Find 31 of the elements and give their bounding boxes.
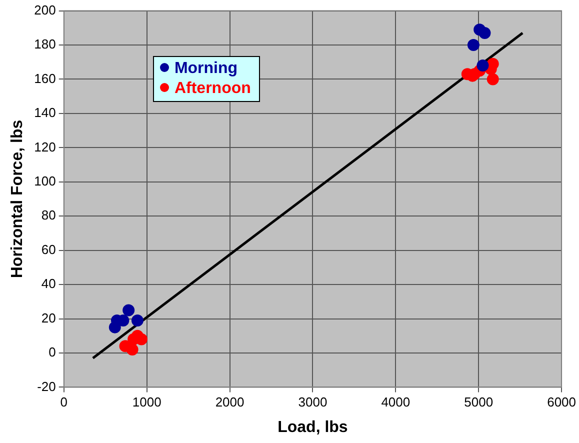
x-tick-label: 4000	[381, 394, 410, 410]
x-tick-label: 1000	[132, 394, 162, 410]
x-axis-title: Load, lbs	[278, 418, 348, 436]
y-tick-label: 20	[41, 310, 56, 326]
y-tick-label: 180	[34, 36, 56, 52]
point	[467, 39, 480, 52]
x-tick-label: 3000	[298, 394, 328, 410]
x-tick-label: 6000	[547, 394, 576, 410]
y-tick-label: 0	[48, 344, 56, 360]
y-axis-title: Horizontal Force, lbs	[9, 120, 26, 278]
point	[131, 314, 144, 326]
y-tick-label: 200	[34, 2, 56, 18]
x-tick-label: 5000	[464, 394, 494, 410]
y-tick-label: 80	[41, 208, 56, 223]
y-tick-label: 120	[34, 139, 56, 154]
x-tick-label: 2000	[215, 394, 244, 410]
point	[108, 321, 121, 334]
y-tick-label: -20	[37, 378, 56, 394]
point	[486, 73, 499, 86]
point	[478, 27, 491, 40]
legend-label: Afternoon	[173, 78, 251, 99]
y-tick-label: 160	[34, 70, 56, 86]
y-tick-label: 140	[34, 105, 56, 120]
legend-label: Morning	[173, 58, 239, 79]
point	[122, 304, 135, 316]
y-tick-label: 60	[41, 242, 56, 257]
x-tick-label: 0	[60, 394, 68, 410]
point	[126, 344, 138, 356]
point	[476, 60, 489, 72]
y-tick-label: 40	[41, 276, 56, 292]
y-tick-label: 100	[34, 173, 56, 188]
